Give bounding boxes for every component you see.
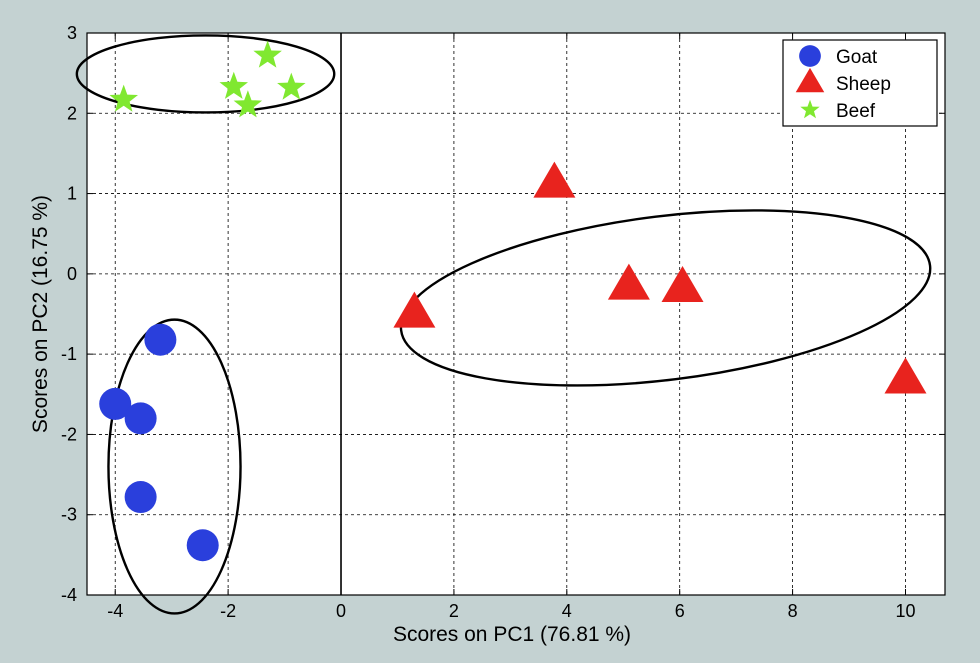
- legend-beef-marker: [800, 99, 820, 119]
- sheep-point: [884, 357, 927, 394]
- x-tick-label: 6: [675, 601, 685, 621]
- beef-point: [253, 40, 282, 68]
- goat-point: [124, 402, 157, 435]
- y-tick-label: 3: [67, 23, 77, 43]
- beef-point: [233, 90, 263, 118]
- x-tick-label: 2: [449, 601, 459, 621]
- legend-sheep-marker: [795, 67, 825, 93]
- sheep-point: [607, 263, 650, 300]
- x-tick-label: -2: [220, 601, 236, 621]
- y-tick-label: 0: [67, 264, 77, 284]
- x-tick-label: 4: [562, 601, 572, 621]
- beef-point: [277, 72, 306, 100]
- axis-ticks: -4 -2 0 2 4 6 8 10 -4 -3 -2 -1 0 1 2 3: [61, 23, 945, 621]
- y-tick-label: -3: [61, 505, 77, 525]
- y-axis-label: Scores on PC2 (16.75 %): [29, 195, 52, 433]
- goat-point: [144, 323, 177, 356]
- y-tick-label: 1: [67, 184, 77, 204]
- y-tick-label: 2: [67, 103, 77, 123]
- plot-frame: [86, 32, 946, 596]
- x-axis-label: Scores on PC1 (76.81 %): [393, 623, 631, 646]
- legend: Goat Sheep Beef: [782, 39, 938, 127]
- goat-point: [186, 529, 219, 562]
- sheep-point: [393, 291, 436, 328]
- goat-point: [99, 387, 132, 420]
- sheep-point: [533, 161, 576, 198]
- data-points: [99, 40, 927, 562]
- x-tick-label: 8: [788, 601, 798, 621]
- y-tick-label: -4: [61, 585, 77, 605]
- x-tick-label: 0: [336, 601, 346, 621]
- beef-point: [219, 71, 248, 99]
- y-tick-label: -1: [61, 344, 77, 364]
- y-tick-label: -2: [61, 424, 77, 444]
- beef-point: [109, 84, 138, 112]
- plot-area: [87, 33, 945, 595]
- legend-label-goat: Goat: [836, 47, 878, 68]
- legend-label-sheep: Sheep: [836, 74, 891, 95]
- x-tick-label: 10: [895, 601, 915, 621]
- legend-goat-marker: [799, 45, 821, 67]
- ellipse-beef: [75, 34, 336, 114]
- sheep-point: [661, 265, 704, 302]
- group-ellipses: [75, 34, 932, 615]
- legend-label-beef: Beef: [836, 101, 876, 122]
- ellipse-sheep: [399, 209, 932, 387]
- x-tick-label: -4: [107, 601, 123, 621]
- ellipse-goat: [107, 318, 242, 615]
- goat-point: [124, 481, 157, 514]
